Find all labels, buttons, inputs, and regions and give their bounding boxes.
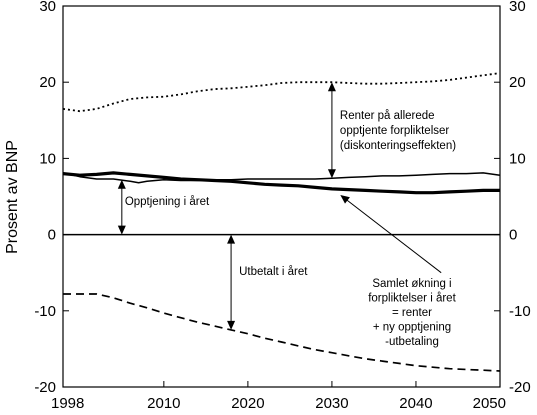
y-tick-label-right: -20 (509, 379, 531, 396)
y-tick-label-right: 0 (509, 227, 517, 244)
x-tick-label: 2020 (231, 395, 264, 412)
annotation-samlet-line: Samlet økning i (372, 278, 451, 290)
annotation-opptjening-line: Opptjening i året (125, 196, 210, 208)
annotations-layer: Renter på allerede opptjente forpliktelse… (117, 82, 457, 348)
annotation-samlet-line: + ny opptjening (373, 322, 451, 334)
annotation-arrowhead (340, 194, 350, 204)
series-line-solid-thick (62, 171, 500, 195)
x-tick-label: 2010 (147, 395, 180, 412)
y-tick-label-right: 20 (509, 74, 526, 91)
annotation-renter-line: (diskonteringseffekten) (340, 140, 456, 152)
annotation-samlet-line: forpliktelser i året (368, 293, 456, 305)
x-tick-label: 1998 (51, 395, 84, 412)
series-line-solid-thin (62, 172, 501, 184)
annotation-arrowhead (327, 169, 336, 179)
annotation-renter-line: Renter på allerede (340, 110, 435, 122)
annotation-arrowhead (227, 320, 236, 330)
annotation-samlet-line: = renter (392, 307, 432, 319)
y-tick-label-left: 10 (39, 150, 56, 167)
y-tick-label-right: 10 (509, 150, 526, 167)
plot-frame (62, 5, 501, 388)
y-tick-label-left: -20 (34, 379, 56, 396)
x-tick-label: 2050 (473, 395, 506, 412)
y-tick-label-left: 20 (39, 74, 56, 91)
x-tick-label: 2040 (399, 395, 432, 412)
annotation-samlet-line: -utbetaling (385, 336, 439, 348)
y-tick-label-right: -10 (509, 303, 531, 320)
annotation-arrow-line (346, 199, 442, 274)
annotation-arrowhead (117, 179, 126, 189)
annotation-utbetalt-line: Utbetalt i året (239, 266, 308, 278)
series-line-dashed (63, 293, 501, 372)
x-tick-label: 2030 (315, 395, 348, 412)
y-axis-label: Prosent av BNP (4, 140, 21, 254)
series-layer (62, 72, 501, 372)
annotation-renter-line: opptjente forpliktelser (340, 125, 449, 137)
annotation-arrowhead (227, 234, 236, 244)
y-tick-label-left: 0 (48, 227, 56, 244)
annotation-arrowhead (327, 82, 336, 92)
y-tick-label-left: 30 (39, 0, 56, 15)
y-tick-label-right: 30 (509, 0, 526, 15)
annotation-arrowhead (117, 225, 126, 235)
y-tick-label-left: -10 (34, 303, 56, 320)
series-line-dotted (62, 72, 501, 113)
